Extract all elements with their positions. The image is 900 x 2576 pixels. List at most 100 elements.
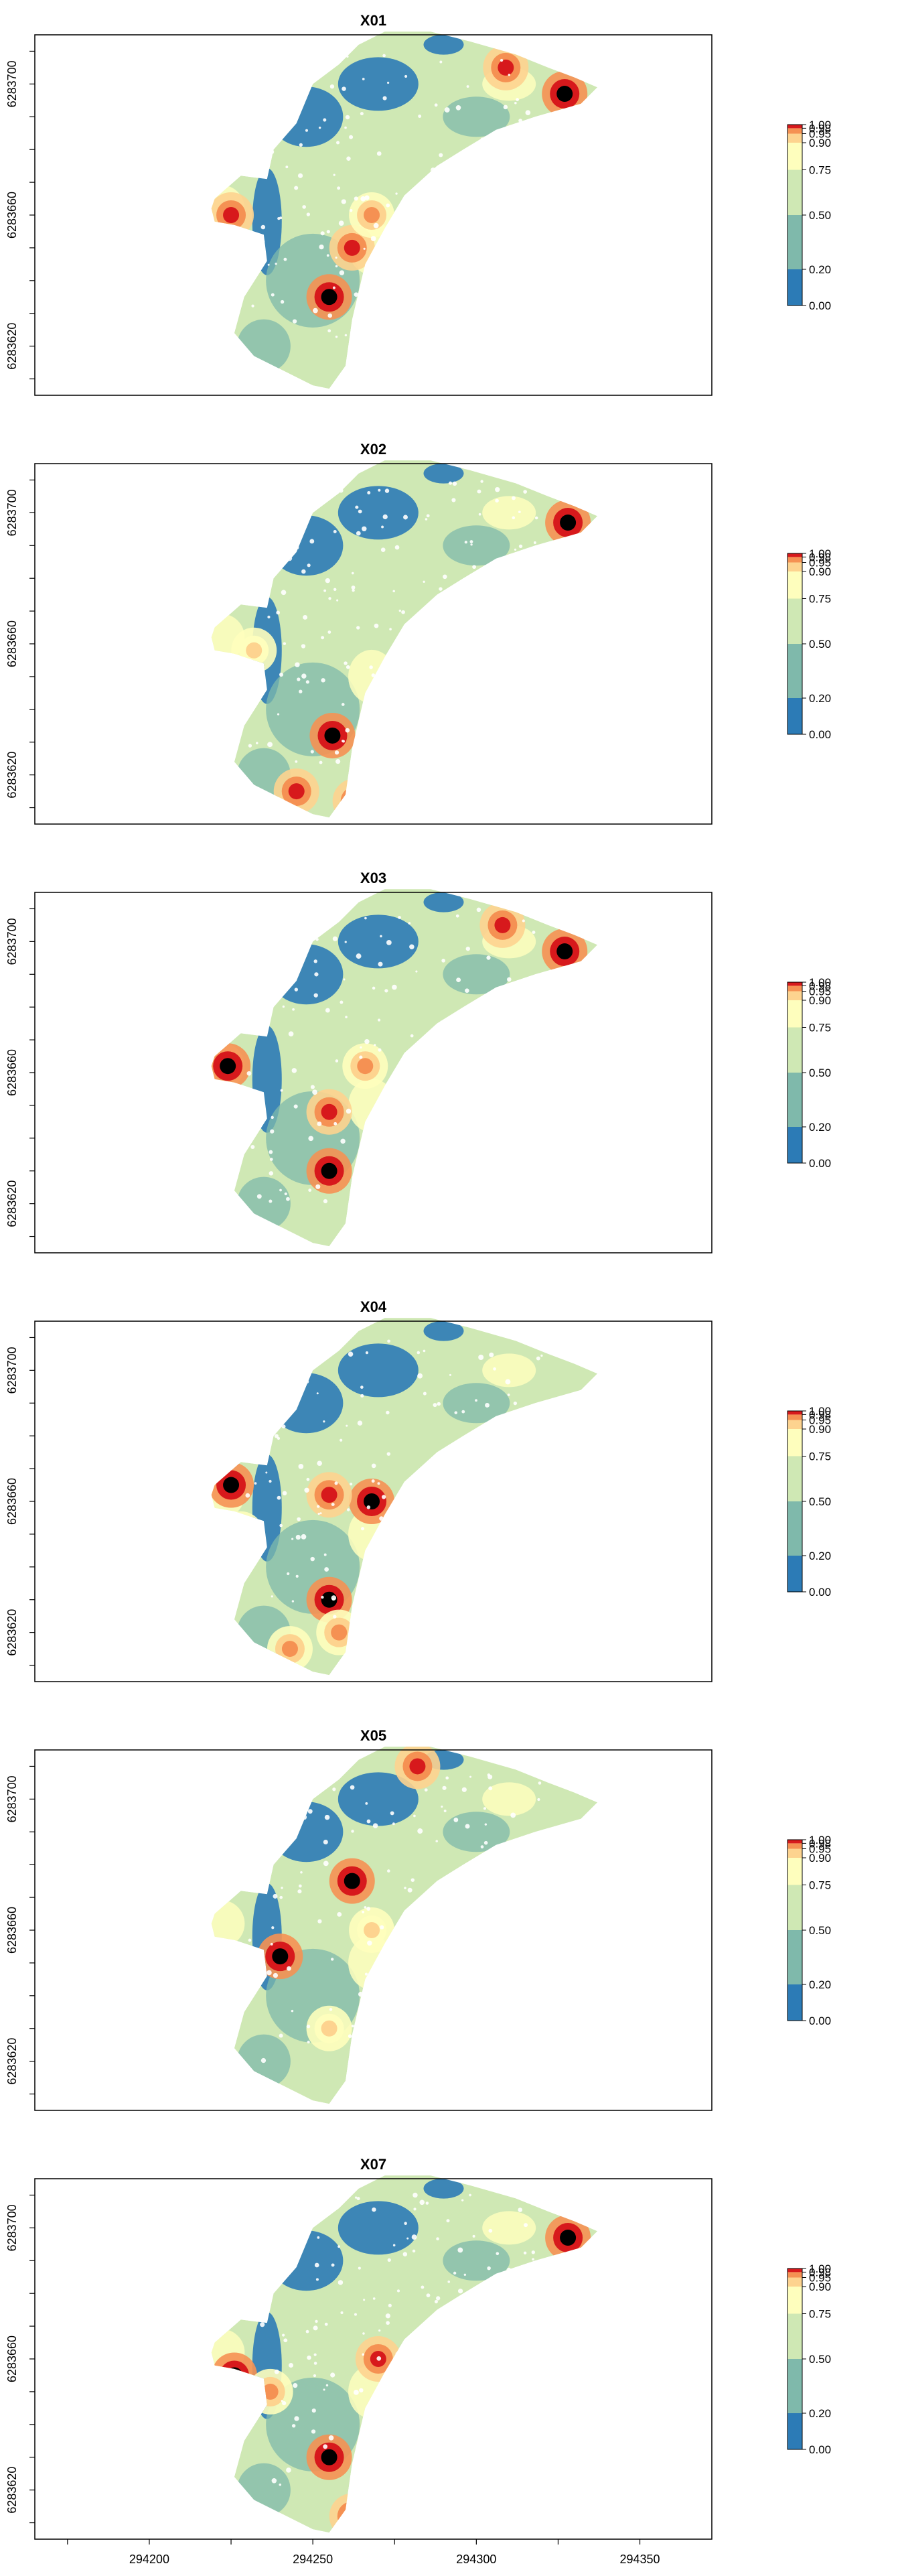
canopy-gap	[269, 1158, 273, 1161]
canopy-gap	[311, 2429, 316, 2434]
canopy-gap	[484, 1823, 487, 1826]
canopy-gap	[365, 1157, 368, 1160]
canopy-gap	[262, 571, 269, 578]
canopy-gap	[369, 289, 374, 293]
canopy-gap	[294, 186, 299, 190]
canopy-gap	[463, 1030, 469, 1035]
canopy-gap	[382, 1977, 385, 1980]
canopy-gap	[309, 539, 315, 544]
canopy-gap	[457, 2289, 463, 2294]
canopy-gap	[387, 1973, 391, 1978]
canopy-gap	[459, 707, 463, 711]
canopy-gap	[441, 1806, 443, 1808]
canopy-gap	[269, 1150, 273, 1154]
canopy-gap	[392, 590, 395, 593]
legend-swatch	[788, 170, 802, 215]
canopy-gap	[522, 478, 528, 483]
canopy-gap	[267, 263, 270, 266]
legend-label: 0.95	[809, 2272, 831, 2285]
canopy-gap	[307, 2355, 311, 2360]
canopy-gap	[467, 238, 470, 241]
mid-value-zone	[443, 1812, 510, 1852]
y-tick-label: 6283620	[5, 2038, 19, 2085]
legend: 0.00 0.20 0.50 0.75 0.900.950.981.00	[787, 2262, 831, 2456]
canopy-gap	[349, 135, 354, 139]
legend-swatch	[788, 1456, 802, 1501]
canopy-gap	[521, 739, 525, 742]
canopy-gap	[284, 1192, 287, 1196]
canopy-gap	[371, 2480, 374, 2483]
canopy-gap	[267, 742, 273, 748]
canopy-gap	[378, 1018, 381, 1022]
low-value-zone	[423, 892, 464, 912]
canopy-gap	[384, 1589, 387, 1592]
canopy-gap	[340, 2311, 344, 2315]
legend-swatch	[788, 1501, 802, 1556]
legend-swatch	[788, 553, 802, 557]
legend-swatch	[788, 143, 802, 170]
canopy-gap	[427, 1194, 432, 1199]
canopy-gap	[386, 1410, 390, 1415]
canopy-gap	[360, 771, 364, 776]
canopy-gap	[475, 1595, 479, 1599]
canopy-gap	[324, 2322, 328, 2326]
canopy-gap	[386, 2321, 390, 2325]
canopy-gap	[382, 96, 387, 100]
canopy-gap	[518, 511, 521, 514]
canopy-gap	[469, 1775, 472, 1778]
canopy-gap	[450, 320, 453, 324]
legend-swatch	[788, 1414, 802, 1420]
legend-swatch	[788, 991, 802, 1000]
canopy-gap	[402, 2004, 408, 2009]
canopy-gap	[532, 340, 538, 346]
canopy-gap	[340, 1000, 344, 1004]
canopy-gap	[376, 151, 382, 156]
canopy-gap	[346, 665, 350, 669]
canopy-gap	[450, 1014, 454, 1018]
canopy-gap	[476, 907, 481, 912]
canopy-gap	[260, 2234, 264, 2238]
canopy-gap	[374, 1044, 376, 1046]
canopy-gap	[338, 2280, 344, 2285]
canopy-gap	[255, 1541, 260, 1546]
canopy-gap	[512, 496, 516, 500]
canopy-gap	[459, 1576, 463, 1578]
canopy-gap	[362, 78, 365, 80]
canopy-gap	[373, 1972, 378, 1978]
canopy-gap	[335, 265, 338, 268]
canopy-gap	[390, 343, 394, 348]
canopy-gap	[516, 98, 519, 102]
canopy-gap	[245, 1493, 250, 1498]
canopy-gap	[387, 1339, 390, 1343]
canopy-gap	[434, 103, 438, 107]
canopy-gap	[531, 2250, 535, 2254]
canopy-gap	[466, 85, 469, 88]
canopy-gap	[536, 1014, 542, 1020]
canopy-gap	[384, 488, 390, 493]
canopy-gap	[292, 319, 297, 324]
legend-swatch	[788, 557, 802, 563]
legend-swatch	[788, 598, 802, 644]
canopy-gap	[271, 2478, 277, 2484]
canopy-gap	[343, 978, 346, 981]
canopy-gap	[291, 1600, 295, 1603]
canopy-gap	[398, 664, 402, 668]
legend-label: 0.75	[809, 1450, 831, 1463]
canopy-gap	[459, 1168, 465, 1174]
canopy-gap	[510, 616, 514, 621]
canopy-gap	[510, 1982, 514, 1986]
low-value-zone	[269, 1802, 344, 1862]
y-tick-label: 6283660	[5, 2335, 19, 2382]
canopy-gap	[378, 2329, 381, 2332]
canopy-gap	[291, 1068, 297, 1073]
canopy-gap	[534, 182, 538, 186]
canopy-gap	[528, 620, 530, 623]
canopy-gap	[483, 674, 487, 678]
legend-swatch	[788, 2359, 802, 2413]
canopy-gap	[291, 2246, 296, 2250]
canopy-gap	[323, 57, 328, 62]
canopy-gap	[358, 509, 362, 514]
canopy-gap	[527, 1068, 530, 1071]
canopy-gap	[286, 2467, 291, 2473]
canopy-gap	[463, 1057, 467, 1061]
